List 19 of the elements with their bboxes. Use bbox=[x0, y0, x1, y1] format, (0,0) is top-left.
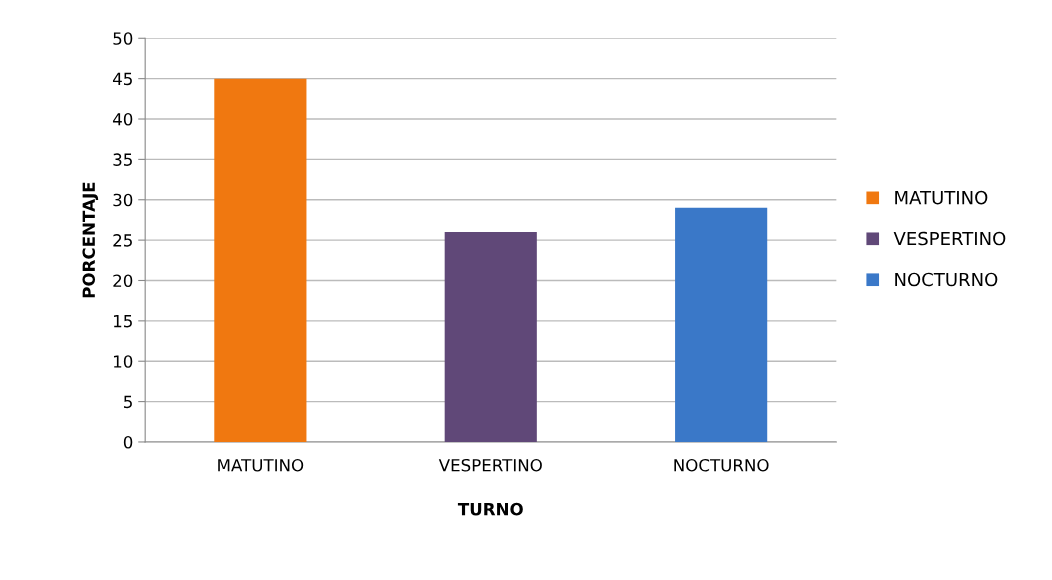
y-tick-label: 10 bbox=[113, 355, 133, 368]
x-axis-title: TURNO bbox=[457, 502, 523, 516]
y-tick-label: 50 bbox=[113, 32, 133, 45]
x-tick-label: MATUTINO bbox=[218, 458, 304, 472]
x-tick-label: NOCTURNO bbox=[674, 458, 769, 472]
legend-label: VESPERTINO bbox=[893, 231, 1006, 246]
y-tick-label: 40 bbox=[112, 112, 133, 126]
y-tick-label: 20 bbox=[113, 274, 133, 288]
y-axis-title: PORCENTAJE bbox=[82, 182, 99, 298]
y-tick-label: 45 bbox=[112, 72, 132, 86]
y-tick-label: 15 bbox=[113, 315, 132, 328]
y-tick-label: 35 bbox=[113, 153, 132, 166]
y-tick-label: 30 bbox=[113, 193, 133, 207]
y-tick-label: 5 bbox=[124, 395, 132, 409]
y-tick-label: 25 bbox=[113, 234, 132, 247]
legend-label: MATUTINO bbox=[895, 190, 988, 205]
y-tick-label: 0 bbox=[123, 435, 133, 449]
x-tick-label: VESPERTINO bbox=[438, 458, 542, 472]
legend-label: NOCTURNO bbox=[895, 272, 998, 287]
